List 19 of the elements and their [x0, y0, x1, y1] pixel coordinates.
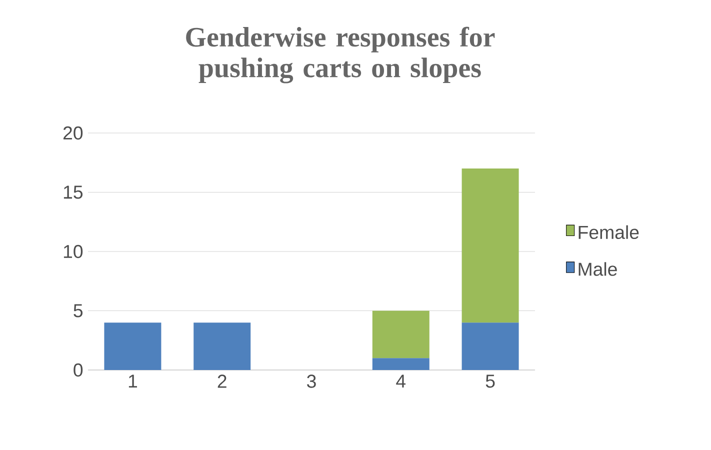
bar [194, 322, 251, 370]
x-tick-label: 5 [486, 374, 495, 388]
x-tick-label: 3 [307, 374, 316, 388]
y-tick-label: 10 [64, 244, 83, 258]
bar [104, 322, 162, 370]
y-tick-label: 20 [63, 126, 83, 140]
bar [462, 322, 519, 370]
x-tick-label: 2 [218, 374, 226, 388]
y-tick-label: 15 [64, 186, 83, 199]
chart-title: Genderwise responses for pushing carts on slopes [186, 26, 495, 84]
legend-label: Female [578, 225, 639, 240]
y-tick-label: 0 [74, 363, 83, 377]
bar [372, 310, 430, 358]
x-tick-label: 4 [396, 374, 406, 388]
x-tick-label: 1 [128, 374, 137, 388]
legend-label: Male [578, 262, 617, 276]
y-tick-label: 5 [74, 304, 83, 318]
bar [372, 358, 430, 370]
bar [462, 168, 519, 323]
